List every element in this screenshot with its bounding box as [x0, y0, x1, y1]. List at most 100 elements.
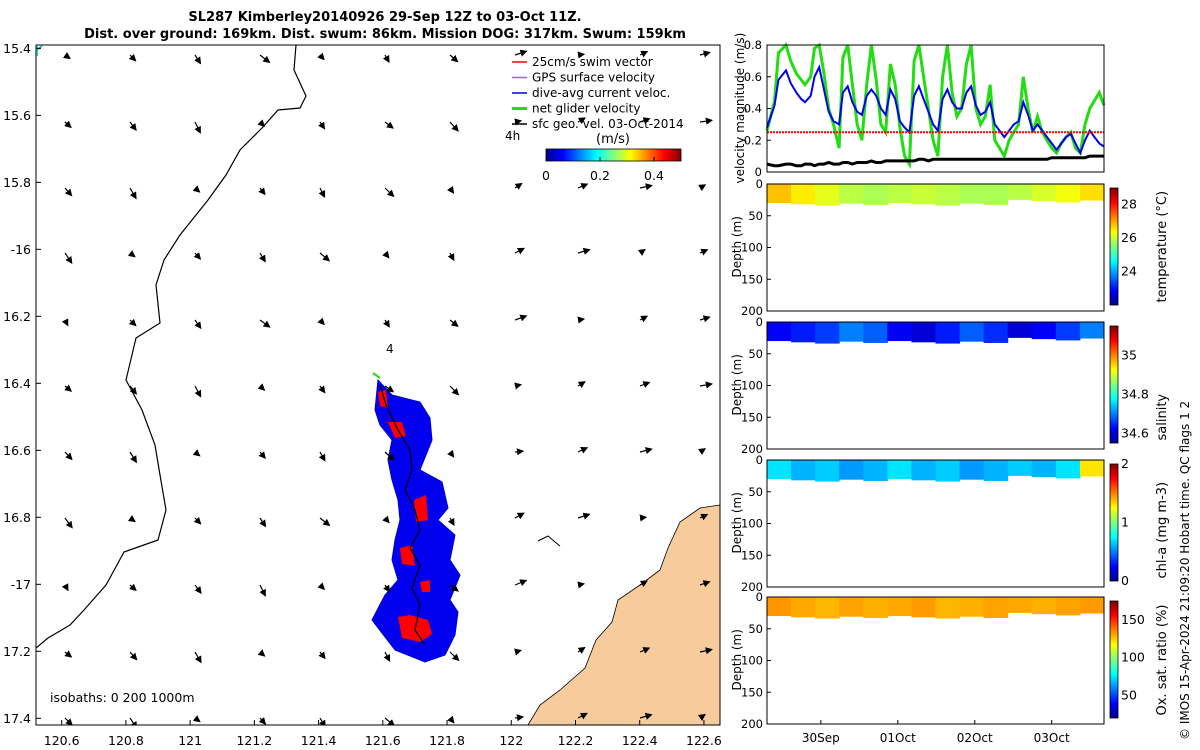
geo-velocity-arrow: [317, 317, 325, 326]
legend-entry: sfc geo. vel. 03-Oct-2014: [532, 117, 684, 131]
geo-velocity-arrow: [64, 187, 73, 197]
section-colorbar-tick: 100: [1121, 650, 1145, 665]
section-y-tick: 200: [741, 580, 763, 594]
velocity-y-tick: 0.8: [744, 38, 762, 52]
geo-velocity-arrow: [61, 583, 69, 592]
geo-velocity-arrow: [577, 512, 591, 520]
map-y-tick-label: 16.8: [3, 510, 31, 525]
geo-velocity-arrow: [639, 514, 648, 522]
section-cell: [767, 460, 792, 480]
section-colorbar-tick: 0: [1121, 573, 1129, 588]
speed-colorbar-tick: 0.4: [644, 168, 664, 183]
section-y-tick: 100: [741, 654, 763, 668]
geo-velocity-arrow: [698, 184, 707, 192]
section-cell: [863, 184, 888, 205]
section-cell: [839, 322, 864, 342]
geo-velocity-arrow: [699, 315, 711, 323]
geo-velocity-arrow: [259, 54, 271, 64]
geo-velocity-arrow: [64, 650, 73, 658]
geo-velocity-arrow: [382, 250, 390, 259]
map-y-tick-label: 15.6: [3, 108, 31, 123]
geo-velocity-arrow: [639, 712, 653, 720]
geo-velocity-arrow: [192, 449, 201, 457]
section-cell: [1055, 460, 1081, 479]
geo-velocity-arrow: [318, 121, 326, 130]
geo-velocity-arrow: [449, 584, 459, 592]
geo-velocity-arrow: [257, 383, 266, 391]
figure-subtitle: Dist. over ground: 169km. Dist. swum: 86…: [84, 27, 686, 42]
section-cell: [791, 597, 816, 618]
section-cell: [863, 322, 888, 343]
section-cell: [959, 184, 985, 204]
geo-velocity-arrow: [194, 385, 202, 398]
section-cell: [863, 597, 888, 618]
geo-velocity-arrow: [384, 187, 395, 198]
section-cell: [1055, 184, 1081, 203]
section-cell: [935, 597, 961, 619]
map-x-tick-label: 122.4: [622, 733, 658, 748]
geo-velocity-arrow: [447, 185, 455, 194]
velocity-series-line: [765, 42, 1106, 170]
section-cell: [815, 460, 840, 482]
section-cell: [1007, 460, 1033, 476]
island-outline: [537, 535, 561, 547]
geo-velocity-arrow: [639, 117, 651, 125]
section-cell: [911, 597, 936, 618]
map-x-tick-label: 122: [499, 733, 523, 748]
geo-velocity-arrow: [577, 247, 591, 255]
section-colorbar-tick: 34.8: [1121, 386, 1149, 401]
section-cell: [983, 184, 1009, 205]
geo-velocity-arrow: [193, 516, 202, 525]
section-colorbar: [1109, 600, 1119, 719]
coastline-isobath: [36, 45, 307, 649]
map-axis-ticks: 120.6 120.8 121 121.2 121.4 121.6 121.8 122 122.…: [3, 41, 722, 748]
map-y-tick-label: -17: [11, 577, 31, 592]
geo-velocity-arrow: [577, 183, 589, 190]
geo-velocity-arrow: [64, 451, 73, 461]
section-cell: [791, 322, 816, 343]
map-y-tick-label: -16: [11, 242, 31, 257]
section-y-tick: 200: [741, 442, 763, 456]
geo-velocity-arrow: [699, 647, 713, 655]
section-colorbar: [1109, 187, 1119, 306]
depth-section-2: 0 50 100 150 200 Depth (m) 34.6 34.8 35 salinity: [730, 315, 1170, 456]
geo-velocity-arrow: [64, 517, 73, 529]
section-cell: [887, 322, 912, 342]
section-y-tick: 0: [756, 453, 763, 467]
section-cell: [983, 322, 1009, 343]
section-cell: [911, 322, 936, 343]
geo-velocity-arrow: [129, 717, 138, 725]
geo-velocity-arrow: [514, 182, 523, 190]
section-cell: [1031, 460, 1057, 478]
geo-velocity-arrow: [449, 385, 460, 396]
section-cell: [839, 460, 864, 480]
geo-velocity-arrow: [319, 517, 331, 527]
section-y-tick: 0: [756, 590, 763, 604]
section-cell: [887, 184, 912, 204]
geo-velocity-arrow: [514, 579, 528, 587]
section-y-tick: 150: [741, 272, 763, 286]
geo-velocity-arrow: [64, 717, 73, 725]
geo-velocity-arrow: [637, 248, 646, 256]
geo-velocity-arrow: [384, 717, 396, 725]
geo-velocity-arrow: [62, 52, 71, 60]
section-colorbar-label: salinity: [1155, 394, 1170, 441]
velocity-y-tick: 0.2: [744, 133, 762, 147]
section-colorbar-tick: 26: [1121, 230, 1137, 245]
geo-velocity-arrow: [449, 651, 460, 662]
section-cell: [1031, 184, 1057, 202]
geo-velocity-arrow: [699, 381, 713, 389]
section-cell: [1031, 597, 1057, 615]
section-cell: [767, 184, 792, 204]
section-cell: [1007, 322, 1033, 338]
section-cell: [839, 597, 864, 617]
geo-velocity-arrow: [577, 381, 586, 388]
time-tick-label: 02Oct: [957, 731, 993, 745]
geo-velocity-arrow: [319, 252, 331, 262]
geo-velocity-arrow: [129, 451, 137, 464]
section-colorbar-tick: 50: [1121, 687, 1137, 702]
section-cell: [863, 460, 888, 481]
geo-velocity-arrow: [514, 247, 525, 255]
geo-velocity-arrow: [257, 119, 266, 128]
